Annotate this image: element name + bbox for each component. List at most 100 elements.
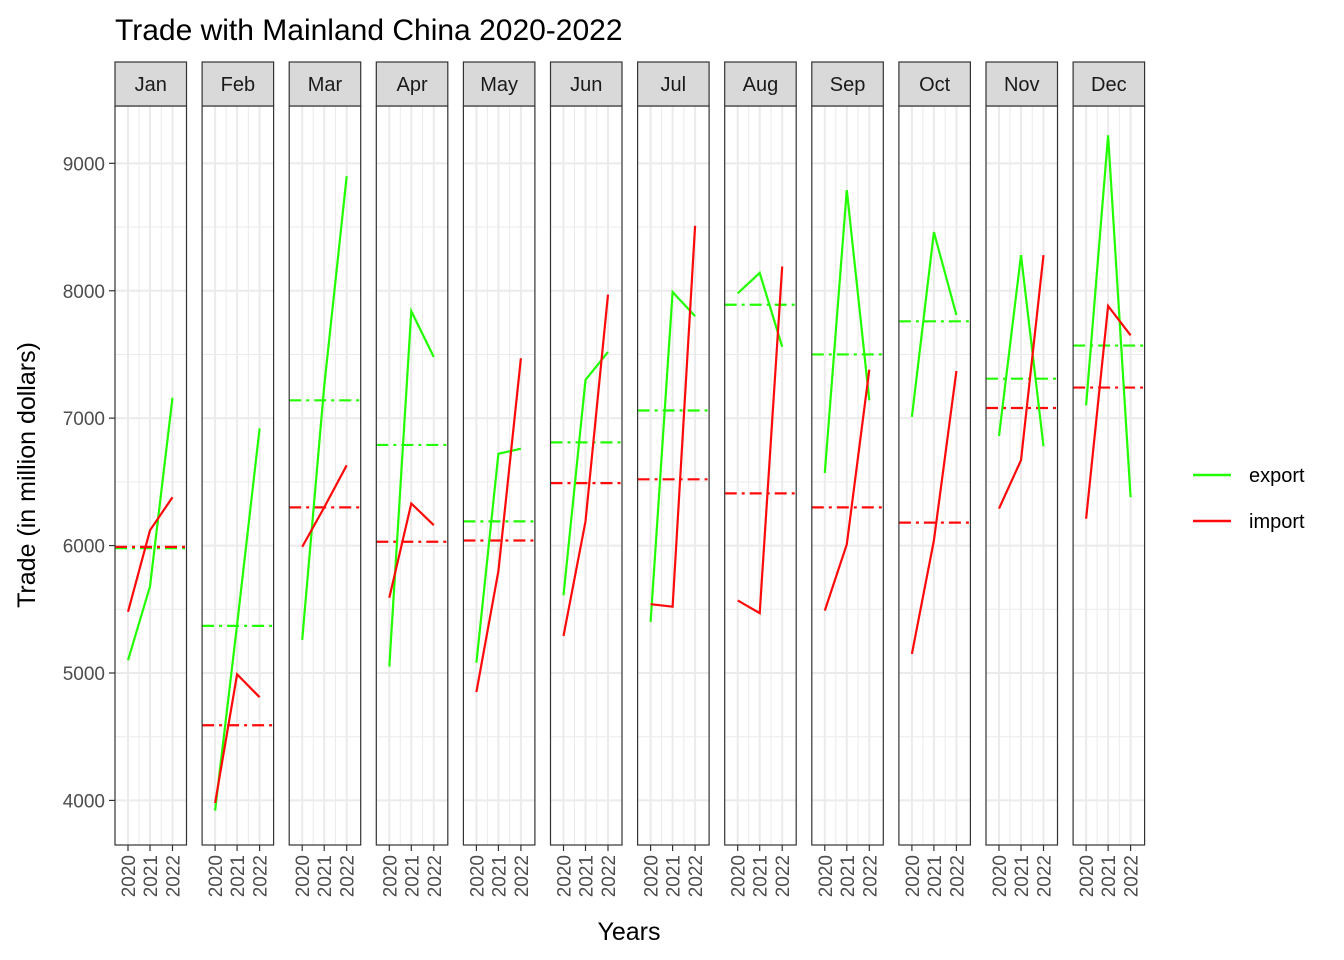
facet-strip: [1072, 61, 1146, 107]
facet-dec: Dec 2020 2021 2022: [1072, 61, 1146, 897]
facet-strip: [811, 61, 884, 107]
export-line: [214, 428, 261, 811]
x-tick-label: 2020: [293, 855, 314, 897]
x-tick-label: 2021: [228, 855, 249, 897]
export-line: [997, 254, 1045, 447]
facet-label: Feb: [221, 74, 255, 96]
facet-apr: Apr 2020 2021 2022: [375, 61, 449, 897]
x-tick-label: 2020: [555, 855, 576, 897]
y-axis: 4000 5000 6000 7000 8000 9000: [63, 154, 115, 812]
x-tick-label: 2020: [380, 855, 401, 897]
facet-label: Aug: [743, 74, 779, 96]
export-line: [736, 270, 784, 348]
y-tick-label: 4000: [63, 791, 105, 812]
import-line: [562, 294, 610, 637]
facet-label: Apr: [396, 74, 427, 96]
x-tick-label: 2020: [816, 855, 837, 897]
export-line: [1085, 135, 1132, 498]
x-tick-label: 2022: [1122, 855, 1143, 897]
legend-item-import: import: [1193, 511, 1305, 533]
x-tick-label: 2020: [990, 855, 1011, 897]
x-tick-label: 2022: [599, 855, 620, 897]
x-tick-label: 2020: [467, 855, 488, 897]
y-tick-label: 7000: [63, 409, 105, 430]
legend: export import: [1193, 465, 1305, 533]
export-line: [301, 175, 348, 640]
facet-strip: [462, 61, 536, 107]
facet-label: Sep: [830, 74, 866, 96]
x-tick-label: 2021: [402, 855, 423, 897]
x-tick-label: 2020: [903, 855, 924, 897]
chart-title: Trade with Mainland China 2020-2022: [115, 14, 623, 47]
export-line: [126, 397, 174, 661]
import-line: [475, 358, 522, 693]
facet-strip: [375, 61, 449, 107]
y-axis-title: Trade (in million dollars): [13, 342, 41, 608]
facet-label: Dec: [1091, 74, 1127, 96]
facet-label: Mar: [308, 74, 343, 96]
x-tick-label: 2021: [141, 855, 162, 897]
x-tick-label: 2020: [119, 855, 140, 897]
import-line: [214, 671, 261, 804]
x-tick-label: 2022: [251, 855, 272, 897]
export-line: [910, 231, 958, 418]
x-tick-label: 2022: [773, 855, 794, 897]
facet-oct: Oct 2020 2021 2022: [898, 61, 972, 897]
x-tick-label: 2022: [686, 855, 707, 897]
import-line: [126, 496, 174, 613]
import-line: [650, 225, 697, 608]
export-line: [388, 306, 435, 667]
x-tick-label: 2022: [947, 855, 968, 897]
facet-label: Jul: [661, 74, 687, 96]
facet-jan: Jan 2020 2021 2022: [114, 61, 188, 897]
import-line: [301, 464, 348, 548]
x-axis-title: Years: [597, 918, 660, 946]
facet-jul: Jul 2020 2021 2022: [636, 61, 710, 897]
facet-strip: [898, 61, 972, 107]
export-line: [475, 447, 522, 663]
legend-label-export: export: [1249, 465, 1305, 487]
facet-feb: Feb 2020 2021 2022: [201, 61, 275, 897]
x-tick-label: 2021: [577, 855, 598, 897]
facet-strip: [636, 61, 710, 107]
facet-strip: [201, 61, 275, 107]
import-line: [388, 501, 435, 599]
x-tick-label: 2022: [164, 855, 185, 897]
export-line: [649, 289, 696, 623]
y-tick-label: 8000: [63, 282, 105, 303]
import-line: [823, 369, 871, 611]
x-tick-label: 2021: [751, 855, 772, 897]
x-tick-label: 2021: [664, 855, 685, 897]
x-tick-label: 2021: [925, 855, 946, 897]
facet-aug: Aug 2020 2021 2022: [724, 61, 797, 897]
y-tick-label: 9000: [63, 154, 105, 175]
x-tick-label: 2022: [512, 855, 533, 897]
import-line: [1085, 303, 1132, 519]
facet-label: Jun: [570, 74, 602, 96]
legend-item-export: export: [1193, 465, 1305, 487]
x-tick-label: 2020: [642, 855, 663, 897]
y-tick-label: 5000: [63, 664, 105, 685]
facet-nov: Nov 2020 2021 2022: [985, 61, 1059, 897]
x-tick-label: 2022: [425, 855, 446, 897]
facet-strip: [288, 61, 362, 107]
facet-strip: [114, 61, 188, 107]
y-tick-label: 6000: [63, 537, 105, 558]
x-tick-label: 2020: [729, 855, 750, 897]
facet-label: Jan: [135, 74, 167, 96]
x-tick-label: 2021: [315, 855, 336, 897]
facet-strip: [985, 61, 1059, 107]
facet-label: May: [480, 74, 518, 96]
facet-label: Oct: [919, 74, 951, 96]
facet-sep: Sep 2020 2021 2022: [811, 61, 884, 897]
x-tick-label: 2022: [860, 855, 881, 897]
export-line: [823, 189, 871, 474]
x-tick-label: 2021: [1099, 855, 1120, 897]
x-tick-label: 2020: [1077, 855, 1098, 897]
x-tick-label: 2022: [1035, 855, 1056, 897]
x-tick-label: 2021: [838, 855, 859, 897]
import-line: [997, 254, 1045, 510]
facet-label: Nov: [1004, 74, 1040, 96]
